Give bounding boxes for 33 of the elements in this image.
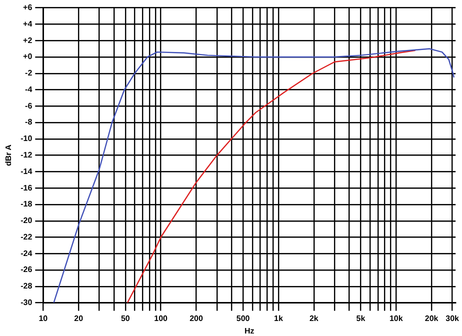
- x-tick-label: 20k: [424, 314, 439, 323]
- y-tick-label: -6: [25, 101, 33, 110]
- y-tick-label: -28: [20, 282, 33, 291]
- x-tick-label: 500: [236, 314, 250, 323]
- y-axis-title: dBr A: [4, 144, 14, 166]
- y-tick-label: +4: [23, 19, 33, 28]
- x-axis-title: Hz: [244, 326, 254, 336]
- x-tick-label: 10: [38, 314, 48, 323]
- x-tick-label: 2k: [309, 314, 319, 323]
- x-tick-label: 10k: [389, 314, 404, 323]
- x-tick-label: 50: [120, 314, 130, 323]
- x-tick-label: 30k: [446, 314, 460, 323]
- y-tick-label: -26: [20, 265, 33, 274]
- y-tick-label: +2: [23, 36, 33, 45]
- y-tick-label: -2: [25, 68, 33, 78]
- x-tick-label: 200: [190, 314, 204, 323]
- y-tick-label: -14: [20, 166, 33, 176]
- x-tick-label: 100: [154, 314, 168, 323]
- y-tick-label: -30: [20, 298, 33, 308]
- y-tick-label: -4: [25, 84, 33, 94]
- y-tick-label: -24: [20, 248, 33, 258]
- x-tick-label: 5k: [356, 314, 366, 323]
- y-tick-label: +0: [23, 52, 33, 62]
- y-tick-label: -10: [20, 134, 33, 144]
- y-tick-label: -8: [25, 118, 33, 127]
- y-tick-label: -20: [20, 216, 33, 226]
- y-tick-label: -12: [20, 150, 33, 160]
- y-tick-label: -18: [20, 200, 33, 209]
- y-tick-label: -22: [20, 232, 33, 242]
- y-tick-label: -16: [20, 183, 33, 192]
- x-tick-label: 20: [74, 314, 84, 323]
- x-tick-label: 1k: [274, 314, 284, 323]
- y-tick-label: +6: [23, 3, 33, 12]
